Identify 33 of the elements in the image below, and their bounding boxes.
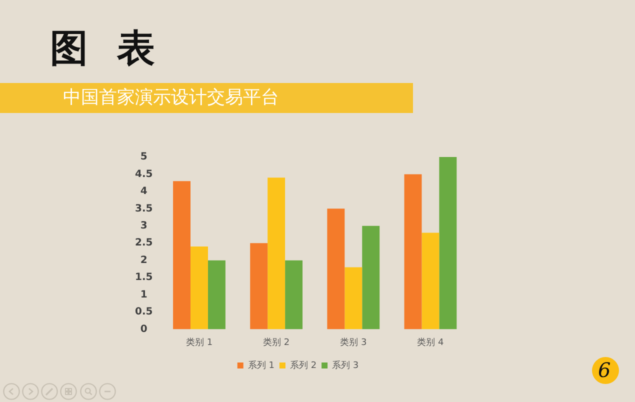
bar xyxy=(285,260,303,330)
bar xyxy=(362,226,380,330)
y-tick-label: 0 xyxy=(140,324,148,335)
legend-label: 系列 2 xyxy=(290,360,317,371)
y-tick-label: 3.5 xyxy=(135,203,153,214)
bar xyxy=(404,174,422,330)
bar xyxy=(190,246,208,330)
bar xyxy=(208,260,226,330)
bar xyxy=(344,267,362,330)
bar xyxy=(250,243,268,330)
text: 6 xyxy=(598,358,611,382)
y-tick-label: 4.5 xyxy=(135,168,153,180)
y-tick-label: 3 xyxy=(140,220,148,232)
chart-title: 图 表 xyxy=(50,24,164,72)
y-tick-label: 2 xyxy=(140,254,148,266)
chart-subtitle: 中国首家演示设计交易平台 xyxy=(63,86,279,110)
bar xyxy=(268,178,286,330)
legend-label: 系列 3 xyxy=(332,360,359,371)
x-tick-label: 类别 1 xyxy=(186,336,213,348)
y-tick-label: 5 xyxy=(140,152,148,163)
bar xyxy=(439,157,457,330)
y-tick-label: 4 xyxy=(140,186,148,198)
x-tick-label: 类别 2 xyxy=(263,336,290,348)
y-tick-label: 2.5 xyxy=(135,238,153,249)
legend-label: 系列 1 xyxy=(248,360,274,371)
y-tick-label: 0.5 xyxy=(135,306,153,318)
y-tick-label: 1 xyxy=(140,289,148,300)
bar xyxy=(327,208,345,330)
y-tick-label: 1.5 xyxy=(135,272,153,284)
x-tick-label: 类别 4 xyxy=(417,336,444,348)
bar xyxy=(173,181,191,330)
x-tick-label: 类别 3 xyxy=(340,336,367,348)
bar xyxy=(422,232,440,330)
